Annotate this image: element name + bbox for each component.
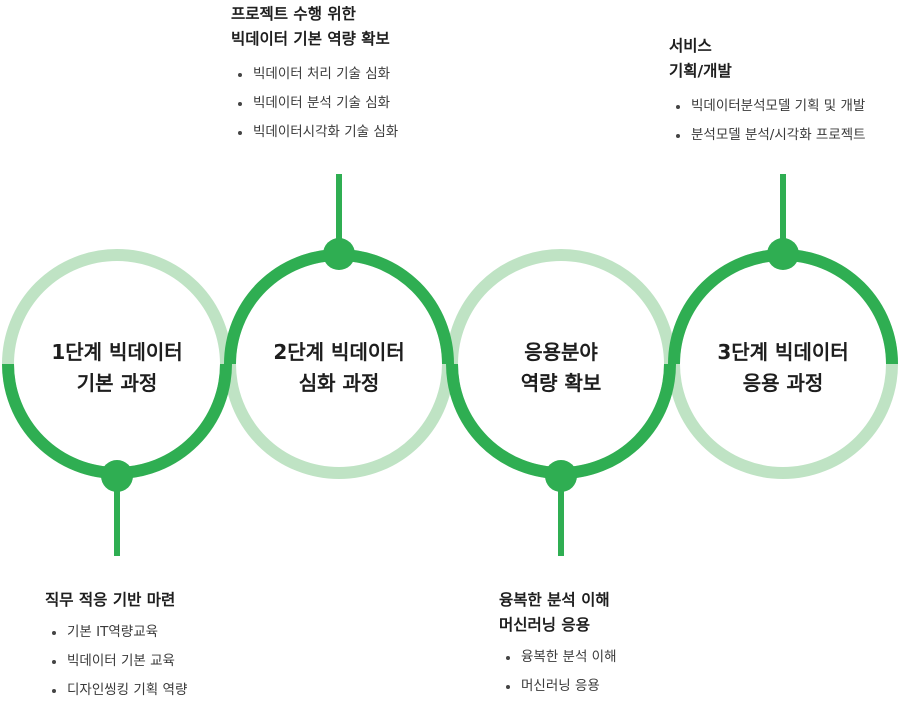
- callout-stage-1-list: 기본 IT역량교육 빅데이터 기본 교육 디자인씽킹 기획 역량: [45, 618, 187, 705]
- list-item: 머신러닝 응용: [499, 672, 617, 701]
- stage-1-line2: 기본 과정: [76, 371, 158, 395]
- list-item: 빅데이터분석모델 기획 및 개발: [669, 92, 866, 121]
- dot-stage-1: [101, 460, 133, 492]
- callout-stage-4: 서비스 기획/개발 빅데이터분석모델 기획 및 개발 분석모델 분석/시각화 프…: [669, 34, 866, 150]
- stage-3-line1: 응용분야: [524, 340, 598, 364]
- stage-2-line2: 심화 과정: [298, 371, 380, 395]
- stage-2-label: 2단계 빅데이터 심화 과정: [239, 337, 439, 399]
- callout-stage-2-list: 빅데이터 처리 기술 심화 빅데이터 분석 기술 심화 빅데이터시각화 기술 심…: [231, 60, 398, 147]
- list-item: 융복한 분석 이해: [499, 643, 617, 672]
- dot-stage-3: [545, 460, 577, 492]
- callout-stage-3-title1: 융복한 분석 이해: [499, 591, 610, 609]
- callout-stage-3: 융복한 분석 이해 머신러닝 응용 융복한 분석 이해 머신러닝 응용: [499, 588, 617, 701]
- list-item: 빅데이터 분석 기술 심화: [231, 89, 398, 118]
- stage-1-line1: 1단계 빅데이터: [51, 340, 183, 364]
- list-item: 기본 IT역량교육: [45, 618, 187, 647]
- callout-stage-4-title2: 기획/개발: [669, 62, 732, 80]
- callout-stage-3-title2: 머신러닝 응용: [499, 616, 590, 634]
- callout-stage-2-title1: 프로젝트 수행 위한: [231, 5, 356, 23]
- callout-stage-1: 직무 적응 기반 마련 기본 IT역량교육 빅데이터 기본 교육 디자인씽킹 기…: [45, 588, 187, 705]
- stage-4-label: 3단계 빅데이터 응용 과정: [683, 337, 883, 399]
- list-item: 디자인씽킹 기획 역량: [45, 676, 187, 705]
- callout-stage-2: 프로젝트 수행 위한 빅데이터 기본 역량 확보 빅데이터 처리 기술 심화 빅…: [231, 2, 398, 147]
- callout-stage-1-title1: 직무 적응 기반 마련: [45, 591, 176, 609]
- list-item: 빅데이터 기본 교육: [45, 647, 187, 676]
- list-item: 빅데이터시각화 기술 심화: [231, 118, 398, 147]
- list-item: 빅데이터 처리 기술 심화: [231, 60, 398, 89]
- callout-stage-3-list: 융복한 분석 이해 머신러닝 응용: [499, 643, 617, 701]
- stage-3-line2: 역량 확보: [520, 371, 602, 395]
- stage-4-line2: 응용 과정: [742, 371, 824, 395]
- stage-2-line1: 2단계 빅데이터: [273, 340, 405, 364]
- callout-stage-4-list: 빅데이터분석모델 기획 및 개발 분석모델 분석/시각화 프로젝트: [669, 92, 866, 150]
- dot-stage-2: [323, 238, 355, 270]
- dot-stage-4: [767, 238, 799, 270]
- stage-3-label: 응용분야 역량 확보: [461, 337, 661, 399]
- list-item: 분석모델 분석/시각화 프로젝트: [669, 121, 866, 150]
- stage-4-line1: 3단계 빅데이터: [717, 340, 849, 364]
- callout-stage-2-title2: 빅데이터 기본 역량 확보: [231, 30, 390, 48]
- stage-1-label: 1단계 빅데이터 기본 과정: [17, 337, 217, 399]
- callout-stage-4-title1: 서비스: [669, 37, 712, 55]
